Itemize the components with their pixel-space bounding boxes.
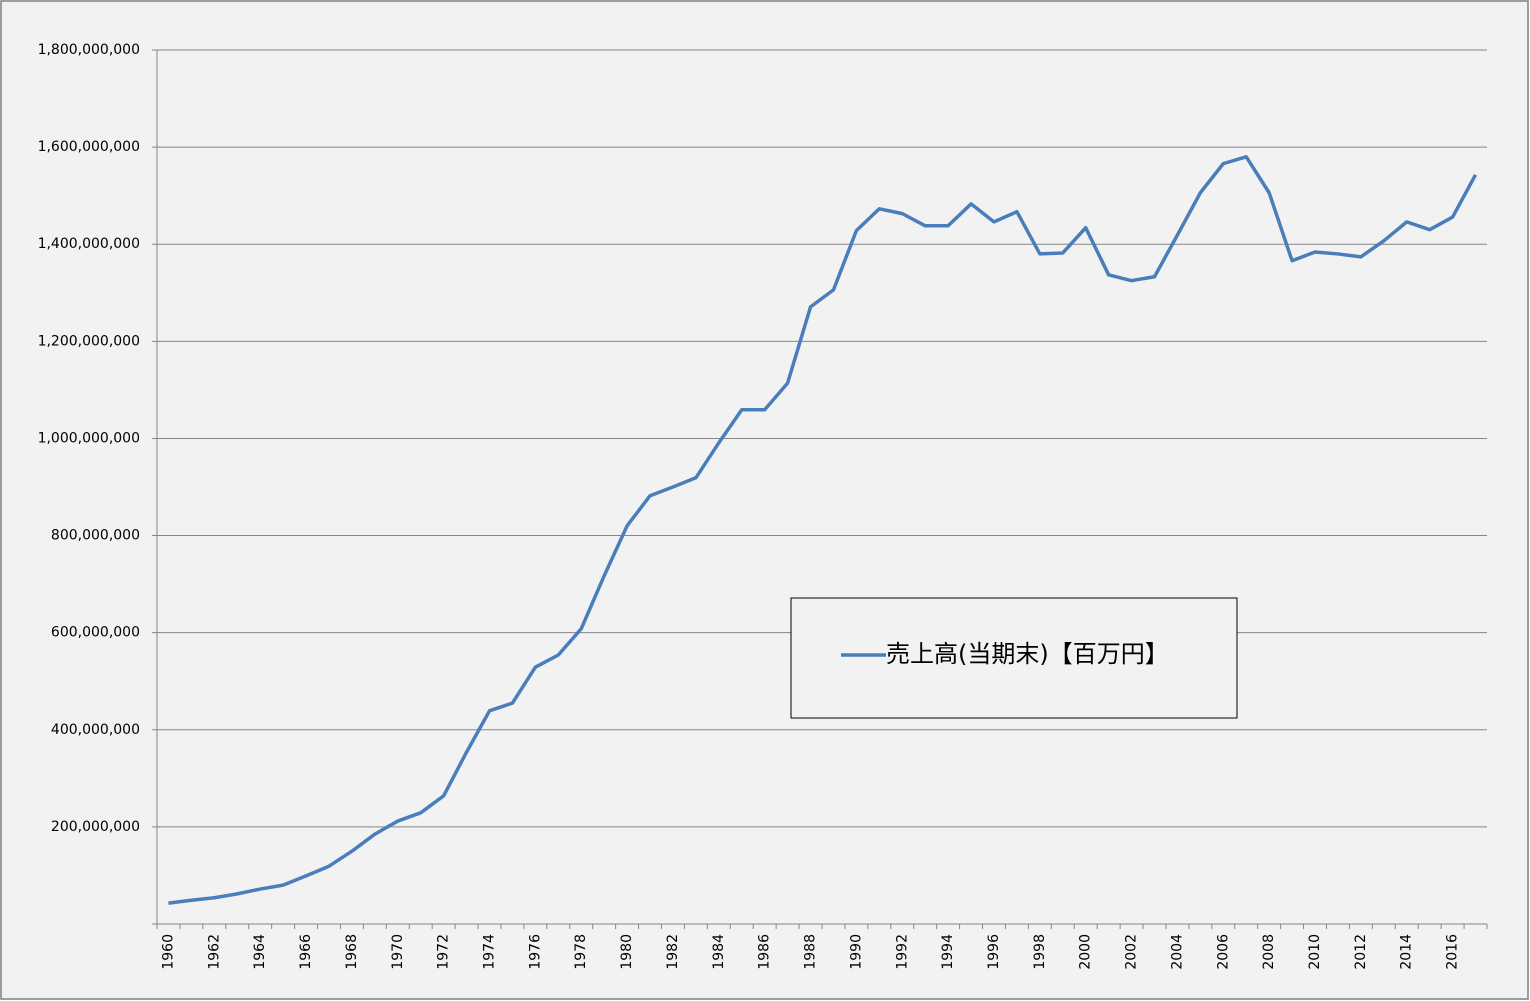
x-tick-label: 1970 xyxy=(390,934,406,970)
x-tick-label: 1962 xyxy=(206,934,222,970)
y-tick-label: 800,000,000 xyxy=(51,528,140,544)
x-tick-label: 1972 xyxy=(436,934,452,970)
x-tick-label: 2012 xyxy=(1353,934,1369,970)
x-tick-label: 1984 xyxy=(711,934,727,970)
y-tick-label: 600,000,000 xyxy=(51,625,140,641)
legend-label: 売上高(当期末)【百万円】 xyxy=(886,640,1169,668)
y-tick-label: 1,800,000,000 xyxy=(38,42,140,58)
x-tick-label: 2004 xyxy=(1169,934,1185,970)
x-tick-label: 1998 xyxy=(1032,934,1048,970)
x-tick-label: 2008 xyxy=(1261,934,1277,970)
x-tick-label: 1990 xyxy=(848,934,864,970)
y-tick-label: 400,000,000 xyxy=(51,722,140,738)
x-tick-label: 1976 xyxy=(527,934,543,970)
x-tick-label: 2010 xyxy=(1307,934,1323,970)
x-tick-label: 2016 xyxy=(1445,934,1461,970)
y-tick-label: 1,400,000,000 xyxy=(38,236,140,252)
x-tick-label: 2014 xyxy=(1399,934,1415,970)
y-tick-label: 1,000,000,000 xyxy=(38,430,140,446)
x-tick-label: 1996 xyxy=(986,934,1002,970)
x-tick-label: 1964 xyxy=(252,934,268,970)
x-tick-label: 1992 xyxy=(894,934,910,970)
x-tick-label: 1980 xyxy=(619,934,635,970)
x-tick-label: 1982 xyxy=(665,934,681,970)
legend-box xyxy=(790,597,1238,719)
x-tick-label: 1986 xyxy=(757,934,773,970)
x-tick-label: 1988 xyxy=(803,934,819,970)
x-tick-label: 1968 xyxy=(344,934,360,970)
x-tick-label: 1974 xyxy=(482,934,498,970)
x-tick-label: 1960 xyxy=(160,934,176,970)
series-line xyxy=(168,155,1478,905)
x-tick-label: 2000 xyxy=(1078,934,1094,970)
x-tick-label: 2006 xyxy=(1215,934,1231,970)
x-tick-label: 1966 xyxy=(298,934,314,970)
x-tick-label: 1978 xyxy=(573,934,589,970)
x-tick-label: 1994 xyxy=(940,934,956,970)
y-tick-label: 200,000,000 xyxy=(51,819,140,835)
y-tick-label: 1,600,000,000 xyxy=(38,139,140,155)
x-tick-label: 2002 xyxy=(1124,934,1140,970)
y-tick-label: 1,200,000,000 xyxy=(38,333,140,349)
